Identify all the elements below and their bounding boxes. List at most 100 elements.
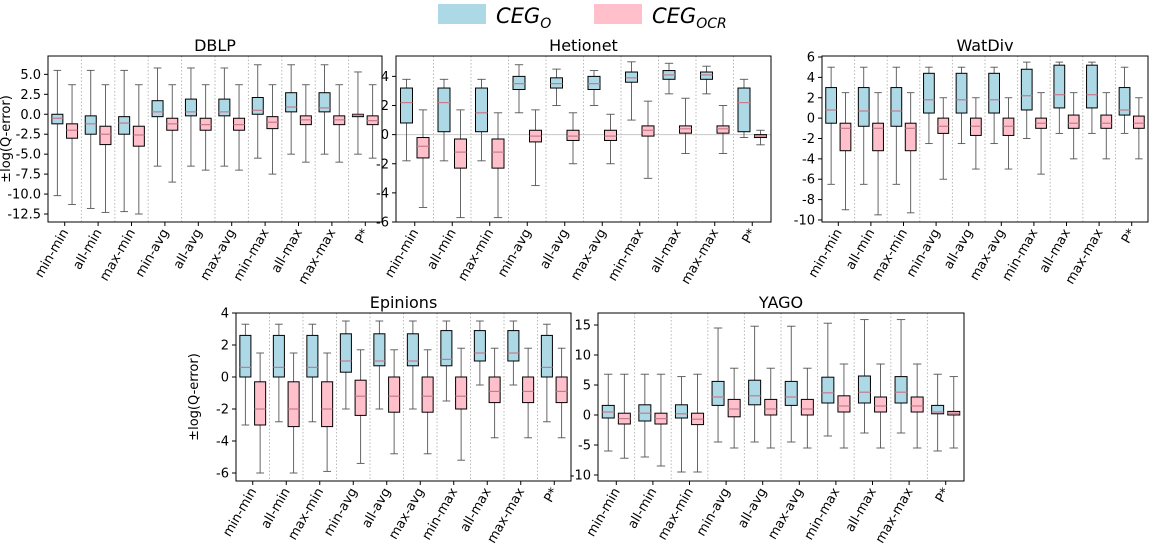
box-hetionet-0-7	[662, 62, 676, 95]
y-tick-label-watdiv-7: -8	[802, 193, 815, 208]
box-iqr	[151, 100, 164, 118]
box-yago-1-7	[874, 363, 888, 449]
y-tick-label-dblp-3: -2.5	[16, 128, 41, 143]
box-iqr	[388, 376, 401, 413]
box-yago-1-9	[947, 376, 961, 449]
box-dblp-0-7	[285, 64, 298, 155]
box-epinions-0-6	[440, 320, 453, 402]
box-iqr	[550, 77, 563, 89]
box-epinions-1-9	[555, 347, 568, 439]
box-iqr	[491, 138, 505, 169]
box-epinions-0-9	[540, 323, 553, 423]
legend-label-ceg-ocr-main: CEG	[652, 4, 696, 28]
y-tick-label-epinions-0: 4	[221, 307, 229, 322]
box-iqr	[737, 87, 751, 133]
x-tick-label-hetionet-4: all-avg	[537, 227, 572, 272]
box-hetionet-1-5	[604, 113, 617, 165]
x-tick-label-hetionet-8: max-max	[679, 226, 723, 287]
box-iqr	[923, 72, 935, 114]
x-tick-label-yago-8: max-max	[873, 485, 917, 546]
y-tick-label-watdiv-4: -2	[802, 132, 815, 147]
box-iqr	[555, 376, 568, 404]
box-hetionet-0-4	[550, 68, 563, 106]
x-tick-label-epinions-3: min-avg	[321, 486, 361, 540]
y-tick-label-yago-5: -10	[570, 469, 591, 484]
box-iqr	[475, 87, 488, 133]
axes-frame-epinions	[235, 312, 572, 482]
y-axis-label-dblp: ±log(Q-error)	[0, 95, 14, 183]
box-yago-0-6	[821, 322, 835, 437]
y-axis-label-epinions: ±log(Q-error)	[187, 353, 202, 441]
box-iqr	[51, 113, 64, 125]
box-yago-1-2	[691, 373, 705, 473]
box-yago-0-4	[748, 325, 762, 443]
x-tick-label-yago-3: min-avg	[694, 486, 734, 540]
legend-label-ceg-o-sub: O	[540, 16, 551, 32]
box-iqr	[857, 87, 870, 127]
box-watdiv-0-0	[825, 66, 838, 185]
box-iqr	[674, 404, 688, 419]
y-tick-label-epinions-3: -2	[216, 403, 229, 418]
box-iqr	[727, 398, 741, 418]
box-iqr	[437, 87, 451, 133]
y-tick-label-yago-3: 0	[583, 409, 591, 424]
box-iqr	[587, 75, 601, 90]
box-hetionet-1-3	[529, 109, 542, 187]
box-iqr	[400, 87, 413, 124]
box-yago-0-3	[711, 327, 725, 443]
box-hetionet-1-1	[454, 109, 467, 219]
box-watdiv-1-6	[1035, 92, 1047, 175]
y-tick-label-dblp-6: -10.0	[7, 188, 41, 203]
legend-label-ceg-ocr-sub: OCR	[696, 16, 727, 32]
box-epinions-0-4	[373, 320, 386, 410]
box-watdiv-1-1	[872, 92, 884, 216]
box-dblp-1-8	[333, 84, 346, 163]
box-iqr	[540, 334, 553, 378]
box-iqr	[679, 125, 692, 134]
box-watdiv-1-0	[839, 92, 852, 211]
box-watdiv-1-3	[937, 97, 950, 180]
box-iqr	[910, 396, 924, 413]
panel-title-hetionet: Hetionet	[549, 36, 618, 55]
chart-panels: DBLP 5.0 2.5 0.0 -2.5 -5.0 -7.5 -10.0 -12.5 min-m…	[0, 36, 1149, 546]
box-dblp-0-1	[84, 69, 97, 209]
box-epinions-0-0	[239, 323, 252, 426]
x-tick-label-epinions-4: all-avg	[359, 486, 394, 531]
x-tick-label-dblp-3: min-avg	[133, 227, 173, 281]
x-tick-label-yago-2: max-min	[655, 486, 697, 543]
box-iqr	[857, 375, 871, 404]
x-tick-label-hetionet-6: min-max	[605, 226, 647, 284]
box-watdiv-1-8	[1100, 92, 1113, 160]
x-tick-label-dblp-1: all-min	[70, 227, 105, 273]
box-hetionet-0-6	[625, 61, 638, 121]
box-iqr	[522, 376, 535, 404]
box-watdiv-1-7	[1067, 92, 1080, 160]
box-watdiv-0-1	[857, 66, 870, 185]
box-iqr	[512, 75, 526, 90]
box-iqr	[251, 97, 264, 115]
box-iqr	[800, 398, 814, 416]
y-tick-label-watdiv-1: 4	[807, 71, 815, 86]
box-iqr	[416, 137, 430, 159]
box-yago-0-5	[784, 325, 798, 443]
box-iqr	[988, 72, 1001, 114]
x-tick-label-dblp-0: min-min	[32, 227, 72, 281]
box-yago-1-3	[727, 367, 741, 449]
box-iqr	[118, 116, 131, 135]
axes-frame-watdiv	[821, 55, 1149, 223]
legend-label-ceg-ocr: CEGOCR	[652, 4, 727, 32]
y-tick-label-watdiv-5: -4	[802, 152, 815, 167]
box-hetionet-1-0	[416, 109, 430, 208]
box-iqr	[421, 376, 434, 413]
y-tick-label-epinions-1: 2	[221, 339, 229, 354]
box-iqr	[321, 381, 334, 428]
box-hetionet-0-2	[475, 78, 488, 162]
box-dblp-0-6	[251, 64, 264, 159]
x-tick-label-yago-6: min-max	[802, 485, 844, 543]
box-dblp-0-5	[218, 67, 231, 167]
box-iqr	[641, 125, 655, 137]
box-iqr	[239, 334, 252, 378]
x-tick-label-watdiv-0: min-min	[806, 227, 846, 281]
y-tick-label-yago-1: 10	[574, 349, 591, 364]
